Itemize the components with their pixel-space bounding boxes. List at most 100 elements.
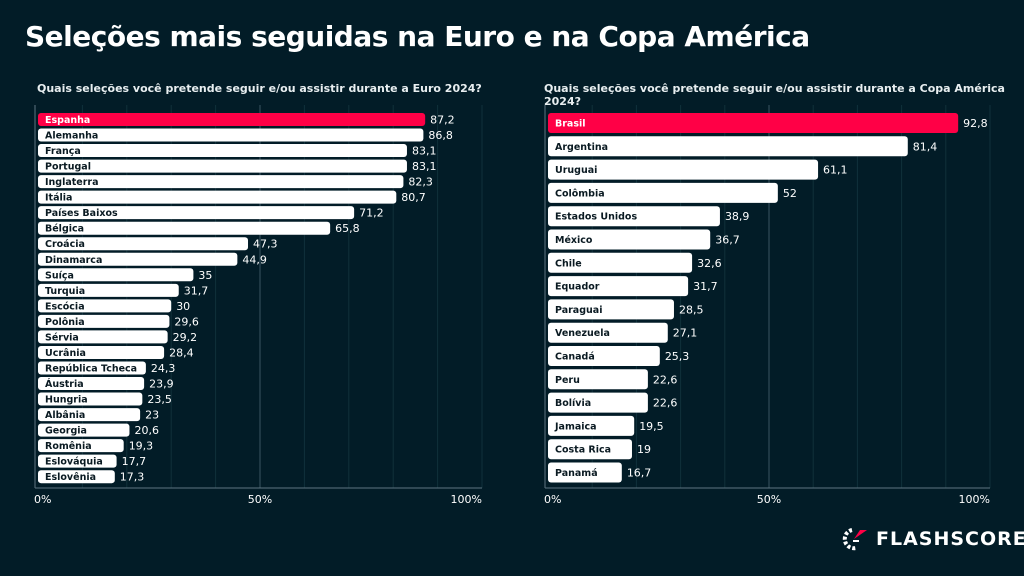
- bar: [548, 229, 711, 250]
- bar: [548, 276, 689, 297]
- bar: [548, 206, 720, 227]
- bar-category-label: Espanha: [45, 115, 90, 126]
- bar: [38, 252, 238, 266]
- bar-category-label: México: [555, 235, 593, 246]
- bar-value-label: 36,7: [715, 234, 740, 247]
- bar: [38, 345, 165, 359]
- bar-value-label: 19,3: [129, 440, 154, 453]
- bar-category-label: Inglaterra: [45, 177, 99, 188]
- x-tick-label: 50%: [757, 493, 781, 506]
- bar: [38, 283, 179, 297]
- x-tick-label: 100%: [959, 493, 990, 506]
- bar-value-label: 16,7: [627, 467, 651, 480]
- bar-category-label: Sérvia: [45, 332, 79, 343]
- bar-value-label: 25,3: [665, 350, 690, 363]
- bar: [548, 159, 819, 180]
- bar-value-label: 52: [783, 187, 797, 200]
- bar-category-label: Estados Unidos: [555, 212, 637, 223]
- bar: [548, 252, 693, 273]
- bar-value-label: 81,4: [913, 140, 938, 153]
- bar-category-label: Peru: [555, 375, 580, 386]
- bar: [548, 182, 778, 203]
- bar: [38, 408, 141, 422]
- bar-category-label: Alemanha: [45, 131, 98, 142]
- bar: [38, 159, 407, 173]
- bar-category-label: Croácia: [45, 239, 85, 250]
- x-tick-label: 50%: [248, 493, 272, 506]
- bar: [548, 369, 648, 390]
- bar: [38, 113, 426, 126]
- bar: [38, 221, 331, 235]
- bar: [38, 206, 355, 220]
- bar-category-label: Hungria: [45, 395, 88, 406]
- bar-category-label: Paraguai: [555, 305, 602, 316]
- bar-value-label: 29,6: [174, 315, 199, 328]
- bar: [548, 113, 959, 133]
- bar-value-label: 83,1: [412, 145, 437, 158]
- euro-chart: Espanha 87,2 Alemanha 86,8 França 83,1 Portuga…: [34, 105, 483, 506]
- flashscore-speedometer-icon: [842, 528, 867, 551]
- bar: [38, 423, 130, 437]
- bar-value-label: 19,5: [639, 420, 664, 433]
- bar-value-label: 92,8: [963, 117, 988, 130]
- bar-category-label: Bélgica: [45, 224, 84, 235]
- bar-category-label: Equador: [555, 282, 600, 293]
- bar-category-label: Dinamarca: [45, 255, 102, 266]
- x-tick-label: 0%: [34, 493, 51, 506]
- bar: [548, 322, 668, 343]
- bar-value-label: 38,9: [725, 210, 750, 223]
- bar: [38, 361, 146, 375]
- bar-value-label: 22,6: [653, 397, 678, 410]
- bar: [548, 346, 660, 366]
- bar-value-label: 31,7: [693, 280, 718, 293]
- bar: [38, 377, 145, 391]
- bar: [548, 299, 674, 320]
- bar-value-label: 19: [637, 443, 651, 456]
- bar-category-label: Colômbia: [555, 188, 605, 199]
- bar-value-label: 47,3: [253, 238, 278, 251]
- bar: [548, 392, 648, 413]
- bar-category-label: Romênia: [45, 441, 92, 452]
- bar-category-label: Jamaica: [554, 421, 597, 432]
- bar: [38, 175, 404, 189]
- bar-category-label: Ucrânia: [45, 348, 86, 359]
- bar-value-label: 31,7: [184, 284, 209, 297]
- bar-category-label: Canadá: [555, 352, 595, 363]
- bar: [548, 136, 908, 157]
- bar-category-label: Eslováquia: [45, 457, 103, 468]
- bar-value-label: 83,1: [412, 160, 437, 173]
- bar-category-label: Eslovênia: [45, 472, 96, 483]
- bar: [38, 470, 115, 484]
- bar: [38, 268, 194, 282]
- bar-category-label: Suíça: [45, 270, 74, 281]
- bar-value-label: 20,6: [134, 424, 159, 437]
- bar-category-label: Chile: [555, 258, 582, 269]
- bar-category-label: Albânia: [45, 410, 85, 421]
- bar-category-label: Panamá: [555, 468, 598, 479]
- bar-value-label: 17,3: [120, 471, 145, 484]
- bar: [548, 439, 632, 460]
- bar-category-label: Argentina: [555, 142, 608, 153]
- bar-category-label: França: [45, 146, 81, 157]
- bar: [38, 299, 172, 313]
- bar-value-label: 80,7: [401, 191, 426, 204]
- bar: [38, 439, 124, 453]
- bar-value-label: 35: [198, 269, 212, 282]
- bar-category-label: Georgia: [45, 426, 87, 437]
- bar-value-label: 61,1: [823, 164, 848, 177]
- bar-value-label: 22,6: [653, 373, 678, 386]
- bar-category-label: República Tcheca: [45, 363, 137, 374]
- bar: [38, 314, 170, 328]
- bar-category-label: Países Baixos: [45, 208, 118, 219]
- bar-value-label: 27,1: [673, 327, 698, 340]
- bar-value-label: 32,6: [697, 257, 722, 270]
- brand-name: FLASHSCORE: [876, 528, 1024, 550]
- bar-value-label: 65,8: [335, 222, 360, 235]
- bar: [38, 190, 397, 204]
- bar-value-label: 28,5: [679, 303, 704, 316]
- bar-category-label: Turquia: [45, 286, 85, 297]
- bar-value-label: 29,2: [173, 331, 198, 344]
- flashscore-logo: FLASHSCORE: [840, 527, 1024, 551]
- bar-value-label: 86,8: [428, 129, 453, 142]
- bar-category-label: Áustria: [45, 378, 84, 390]
